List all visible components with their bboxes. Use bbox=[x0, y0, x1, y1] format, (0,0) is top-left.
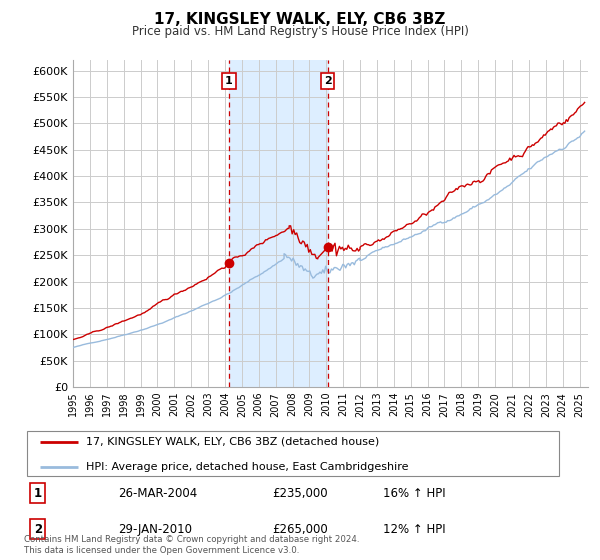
Text: £235,000: £235,000 bbox=[272, 487, 328, 500]
Text: HPI: Average price, detached house, East Cambridgeshire: HPI: Average price, detached house, East… bbox=[86, 462, 409, 472]
Bar bbox=[229, 60, 328, 387]
FancyBboxPatch shape bbox=[27, 431, 559, 475]
Text: £265,000: £265,000 bbox=[272, 522, 328, 536]
Text: Price paid vs. HM Land Registry's House Price Index (HPI): Price paid vs. HM Land Registry's House … bbox=[131, 25, 469, 38]
Text: 29-JAN-2010: 29-JAN-2010 bbox=[118, 522, 192, 536]
Text: 16% ↑ HPI: 16% ↑ HPI bbox=[383, 487, 445, 500]
Text: This data is licensed under the Open Government Licence v3.0.: This data is licensed under the Open Gov… bbox=[24, 546, 299, 555]
Text: 17, KINGSLEY WALK, ELY, CB6 3BZ: 17, KINGSLEY WALK, ELY, CB6 3BZ bbox=[154, 12, 446, 27]
Text: 1: 1 bbox=[225, 76, 233, 86]
Text: 2: 2 bbox=[34, 522, 42, 536]
Text: 2: 2 bbox=[324, 76, 332, 86]
Text: Contains HM Land Registry data © Crown copyright and database right 2024.: Contains HM Land Registry data © Crown c… bbox=[24, 535, 359, 544]
Text: 1: 1 bbox=[34, 487, 42, 500]
Text: 12% ↑ HPI: 12% ↑ HPI bbox=[383, 522, 445, 536]
Text: 17, KINGSLEY WALK, ELY, CB6 3BZ (detached house): 17, KINGSLEY WALK, ELY, CB6 3BZ (detache… bbox=[86, 436, 379, 446]
Text: 26-MAR-2004: 26-MAR-2004 bbox=[118, 487, 197, 500]
